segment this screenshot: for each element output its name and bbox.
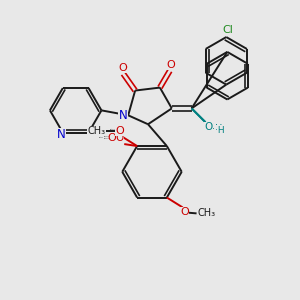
Text: methoxy: methoxy [103, 138, 110, 139]
Text: CH₃: CH₃ [87, 126, 106, 136]
Text: O: O [167, 60, 175, 70]
Text: ·H: ·H [212, 124, 223, 134]
Text: O: O [205, 122, 214, 132]
Text: N: N [56, 128, 65, 141]
Text: O: O [107, 133, 116, 143]
Bar [190, 16, 269, 115]
Text: methyl: methyl [99, 136, 104, 138]
Text: N: N [119, 109, 128, 122]
Text: N: N [56, 128, 65, 141]
Text: O: O [167, 60, 175, 70]
Bar [195, 108, 244, 138]
Text: ·H: ·H [214, 126, 224, 135]
Text: O: O [180, 207, 189, 218]
Text: O: O [115, 133, 123, 143]
Text: O: O [118, 63, 127, 73]
Text: N: N [119, 109, 128, 122]
Text: O: O [115, 126, 124, 136]
Text: CH₃: CH₃ [197, 208, 215, 218]
Text: O: O [118, 63, 127, 73]
Text: O: O [204, 122, 213, 132]
Text: methoxy: methoxy [104, 136, 110, 137]
Text: methoxy: methoxy [110, 129, 117, 130]
Text: Cl: Cl [223, 25, 234, 35]
